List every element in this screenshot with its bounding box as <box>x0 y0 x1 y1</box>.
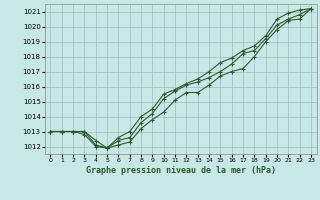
X-axis label: Graphe pression niveau de la mer (hPa): Graphe pression niveau de la mer (hPa) <box>86 166 276 175</box>
